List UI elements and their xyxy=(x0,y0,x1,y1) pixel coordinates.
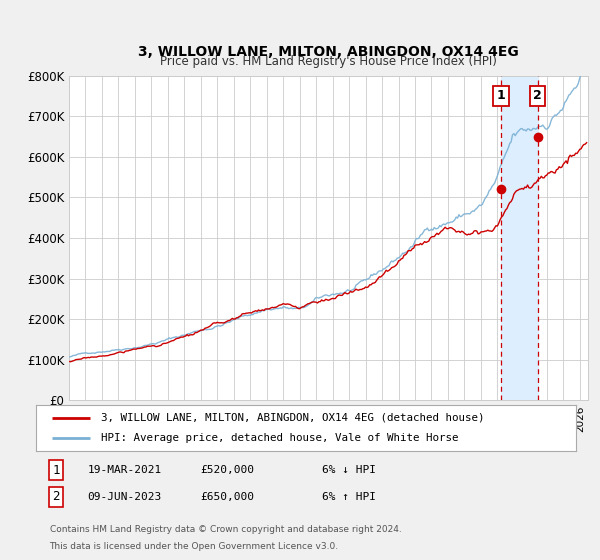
Text: 1: 1 xyxy=(52,464,60,477)
Title: 3, WILLOW LANE, MILTON, ABINGDON, OX14 4EG: 3, WILLOW LANE, MILTON, ABINGDON, OX14 4… xyxy=(138,45,519,59)
Text: Price paid vs. HM Land Registry's House Price Index (HPI): Price paid vs. HM Land Registry's House … xyxy=(160,55,497,68)
Text: £520,000: £520,000 xyxy=(200,465,254,475)
Text: 3, WILLOW LANE, MILTON, ABINGDON, OX14 4EG (detached house): 3, WILLOW LANE, MILTON, ABINGDON, OX14 4… xyxy=(101,413,484,423)
Text: 19-MAR-2021: 19-MAR-2021 xyxy=(88,465,161,475)
Text: HPI: Average price, detached house, Vale of White Horse: HPI: Average price, detached house, Vale… xyxy=(101,433,458,443)
Text: 2: 2 xyxy=(533,90,542,102)
Text: 09-JUN-2023: 09-JUN-2023 xyxy=(88,492,161,502)
Text: 6% ↓ HPI: 6% ↓ HPI xyxy=(322,465,376,475)
Text: 1: 1 xyxy=(496,90,505,102)
Text: This data is licensed under the Open Government Licence v3.0.: This data is licensed under the Open Gov… xyxy=(49,543,338,552)
Text: 2: 2 xyxy=(52,490,60,503)
Text: 6% ↑ HPI: 6% ↑ HPI xyxy=(322,492,376,502)
Text: Contains HM Land Registry data © Crown copyright and database right 2024.: Contains HM Land Registry data © Crown c… xyxy=(49,525,401,534)
Text: £650,000: £650,000 xyxy=(200,492,254,502)
Bar xyxy=(501,76,538,400)
